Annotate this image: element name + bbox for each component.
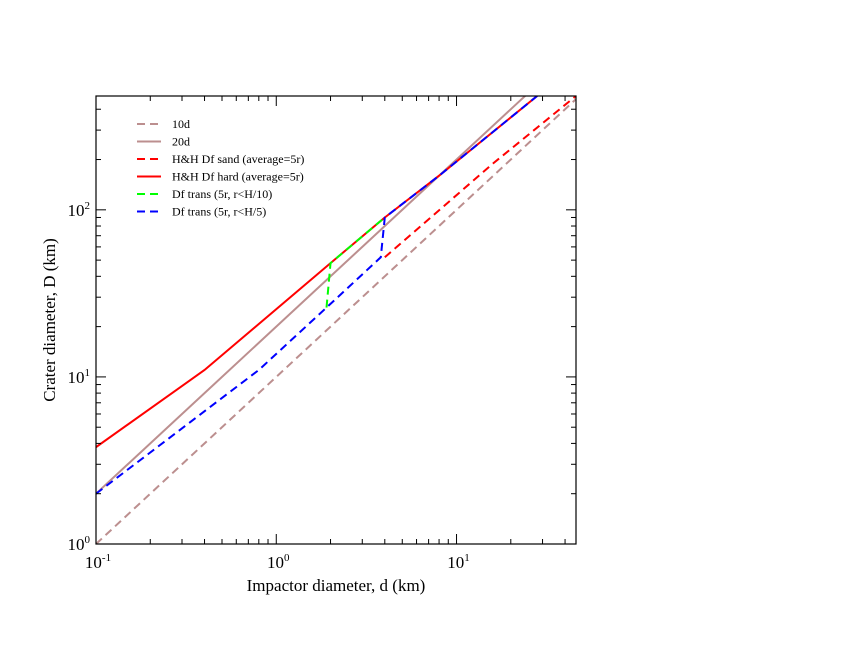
x-tick-label: 10-1 bbox=[85, 552, 111, 572]
series-line-10d bbox=[96, 98, 576, 544]
legend-label-h-h-df-sand-average-5r: H&H Df sand (average=5r) bbox=[172, 152, 304, 166]
x-tick-label: 100 bbox=[267, 552, 290, 572]
series-line-df-trans-5r-r-h-5 bbox=[96, 96, 538, 495]
plot-frame bbox=[95, 95, 577, 545]
series-layer bbox=[96, 96, 576, 544]
legend-label-10d: 10d bbox=[172, 117, 190, 131]
y-axis-title: Crater diameter, D (km) bbox=[40, 238, 59, 402]
series-line-20d bbox=[96, 96, 527, 495]
y-tick-label: 100 bbox=[68, 534, 91, 554]
legend-label-df-trans-5r-r-h-5: Df trans (5r, r<H/5) bbox=[172, 205, 266, 219]
series-line-h-h-df-sand-average-5r bbox=[384, 96, 576, 259]
legend-label-20d: 20d bbox=[172, 135, 190, 149]
legend: 10d 20d H&H Df sand (average=5r) H&H Df har… bbox=[137, 117, 304, 219]
series-line-df-trans-5r-r-h-10 bbox=[325, 216, 386, 308]
legend-label-h-h-df-hard-average-5r: H&H Df hard (average=5r) bbox=[172, 170, 304, 184]
y-tick-label: 101 bbox=[68, 367, 91, 387]
y-tick-label: 102 bbox=[68, 200, 91, 220]
legend-label-df-trans-5r-r-h-10: Df trans (5r, r<H/10) bbox=[172, 187, 272, 201]
x-axis-title: Impactor diameter, d (km) bbox=[247, 576, 426, 595]
x-tick-label: 101 bbox=[447, 552, 470, 572]
